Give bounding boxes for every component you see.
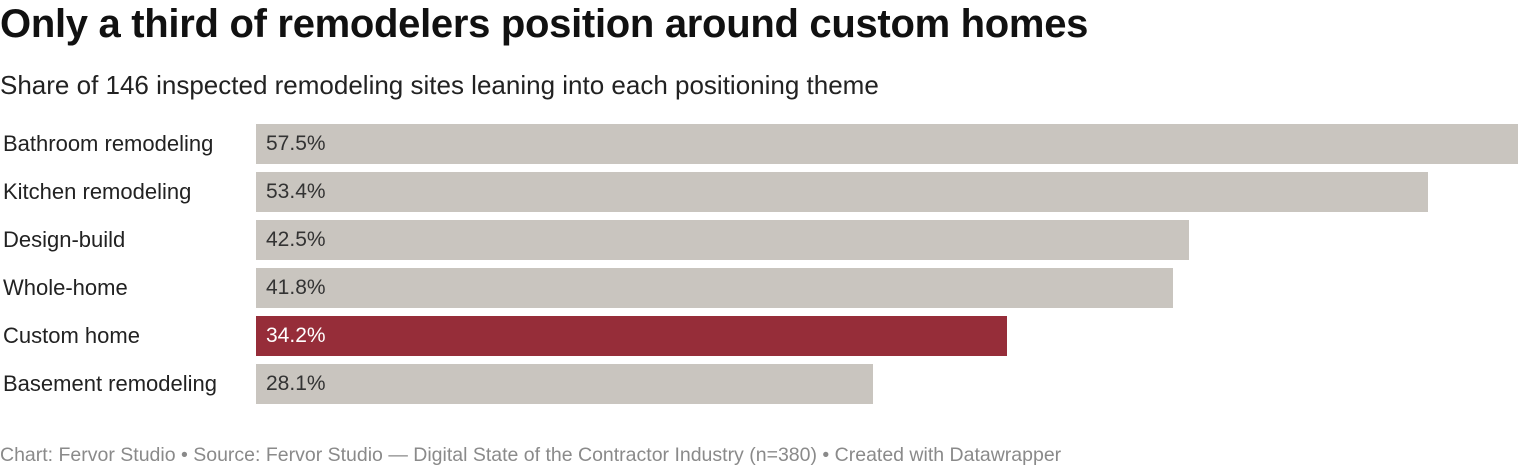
bar-value-label: 53.4%	[266, 180, 326, 203]
bar-value-label: 41.8%	[266, 276, 326, 299]
bar-highlighted: 34.2%	[256, 316, 1007, 356]
bar: 57.5%	[256, 124, 1518, 164]
category-label: Custom home	[3, 323, 140, 348]
category-label: Design-build	[3, 227, 126, 252]
category-label: Whole-home	[3, 275, 128, 300]
category-label: Basement remodeling	[3, 371, 218, 396]
bar-row: Design-build 42.5%	[0, 220, 1520, 260]
bar-value-label: 42.5%	[266, 228, 326, 251]
bar-row: Basement remodeling 28.1%	[0, 364, 1520, 404]
bar: 53.4%	[256, 172, 1428, 212]
bar: 42.5%	[256, 220, 1189, 260]
bar-value-label: 28.1%	[266, 372, 326, 395]
bar-row: Bathroom remodeling 57.5%	[0, 124, 1520, 164]
bar-value-label: 57.5%	[266, 132, 326, 155]
bar-row: Whole-home 41.8%	[0, 268, 1520, 308]
bar-value-label: 34.2%	[266, 324, 326, 347]
bar: 28.1%	[256, 364, 873, 404]
bar-chart: Bathroom remodeling 57.5% Kitchen remodeli…	[0, 120, 1520, 410]
bar-row: Custom home 34.2%	[0, 316, 1520, 356]
chart-subtitle: Share of 146 inspected remodeling sites …	[0, 70, 879, 100]
bar: 41.8%	[256, 268, 1173, 308]
chart-footer: Chart: Fervor Studio • Source: Fervor St…	[0, 444, 1062, 466]
chart-title: Only a third of remodelers position arou…	[0, 2, 1089, 46]
category-label: Kitchen remodeling	[3, 179, 192, 204]
category-label: Bathroom remodeling	[3, 131, 214, 156]
bar-row: Kitchen remodeling 53.4%	[0, 172, 1520, 212]
